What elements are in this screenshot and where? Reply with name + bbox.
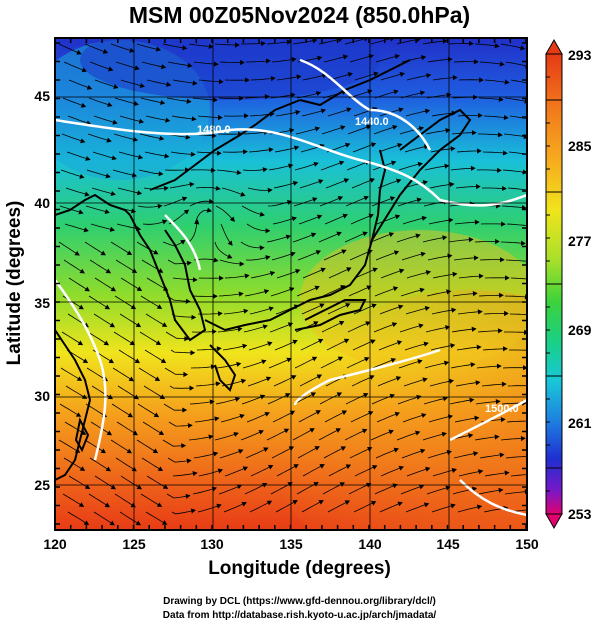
contour-label-1500: 1500.0 [485,403,519,415]
credit-data-source: Data from http://database.rish.kyoto-u.a… [162,610,437,621]
x-tick-label: 125 [122,536,146,552]
colorbar-tick-label: 269 [568,322,592,338]
contour-label-1440: 1440.0 [355,116,389,128]
axis-ticks [54,38,527,530]
colorbar-tick-label: 261 [568,415,592,431]
colorbar [545,38,563,530]
y-axis-label: Latitude (degrees) [4,200,25,366]
y-tick-label: 45 [34,88,50,104]
colorbar-tick-label: 277 [568,233,592,249]
x-tick-label: 130 [200,536,224,552]
credit-drawing: Drawing by DCL (https://www.gfd-dennou.o… [163,596,436,607]
x-axis-label: Longitude (degrees) [208,558,391,579]
x-tick-label: 140 [358,536,382,552]
temperature-field [55,38,527,530]
x-tick-label: 150 [515,536,539,552]
x-tick-label: 145 [436,536,460,552]
y-tick-label: 25 [34,477,50,493]
grid-lines [55,38,527,530]
colorbar-lower-arrow [545,513,563,530]
x-tick-label: 120 [43,536,67,552]
colorbar-upper-arrow [545,38,563,55]
colorbar-tick-label: 293 [568,47,592,63]
coastlines [55,59,472,481]
x-tick-label: 135 [279,536,303,552]
y-tick-label: 30 [34,388,50,404]
colorbar-tick-label: 253 [568,506,592,522]
colorbar-tick-label: 285 [568,138,592,154]
y-tick-label: 35 [34,295,50,311]
map-title: MSM 00Z05Nov2024 (850.0hPa) [128,2,471,28]
wind-streamlines [58,38,527,526]
contour-label-1480: 1480.0 [197,124,231,136]
y-tick-label: 40 [34,195,50,211]
